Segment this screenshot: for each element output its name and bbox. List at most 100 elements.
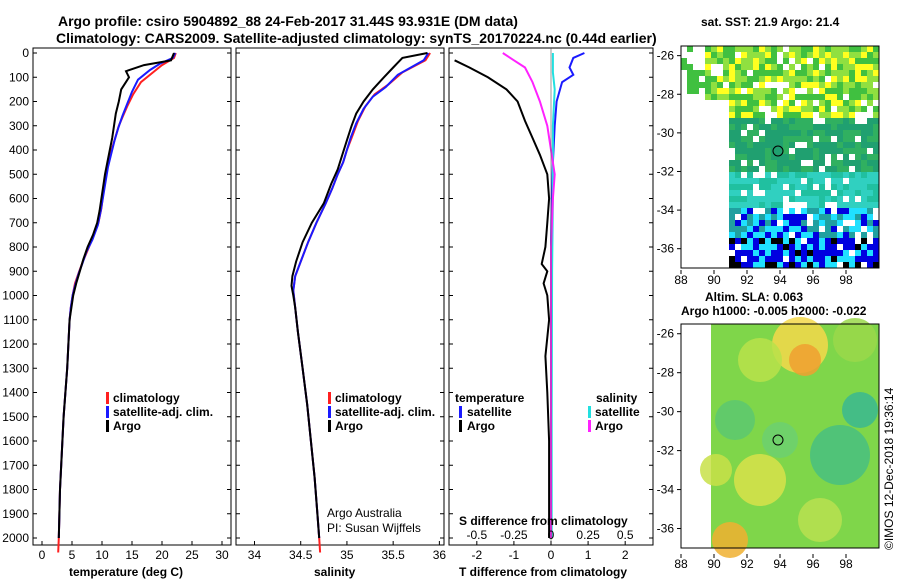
sst-pixel <box>861 124 867 130</box>
sst-pixel <box>705 46 711 52</box>
sst-pixel <box>747 256 753 262</box>
sst-pixel <box>765 184 771 190</box>
sst-pixel <box>789 250 795 256</box>
sst-pixel <box>849 202 855 208</box>
sst-pixel <box>873 52 879 58</box>
sst-pixel <box>849 232 855 238</box>
sst-pixel <box>729 184 735 190</box>
sst-pixel <box>729 190 735 196</box>
sst-pixel <box>837 196 843 202</box>
sst-pixel <box>771 166 777 172</box>
sst-pixel <box>843 214 849 220</box>
sst-pixel <box>849 244 855 250</box>
sst-pixel <box>843 184 849 190</box>
sst-pixel <box>765 154 771 160</box>
sst-pixel <box>783 250 789 256</box>
sst-pixel <box>813 160 819 166</box>
sst-pixel <box>855 154 861 160</box>
sst-pixel <box>813 172 819 178</box>
sst-pixel <box>777 76 783 82</box>
sst-pixel <box>687 88 693 94</box>
temperature-tick-label: 25 <box>185 548 199 562</box>
sst-pixel <box>819 148 825 154</box>
sst-pixel <box>831 124 837 130</box>
sst-pixel <box>807 238 813 244</box>
temperature-tick-label: 15 <box>125 548 139 562</box>
sst-pixel <box>759 88 765 94</box>
sst-pixel <box>855 88 861 94</box>
sst-pixel <box>825 88 831 94</box>
sst-pixel <box>801 220 807 226</box>
sst-pixel <box>747 226 753 232</box>
map-lon-label: 98 <box>839 557 853 571</box>
sst-pixel <box>795 136 801 142</box>
sst-pixel <box>843 64 849 70</box>
sst-pixel <box>819 88 825 94</box>
sst-pixel <box>729 178 735 184</box>
depth-tick-label: 1100 <box>3 313 29 327</box>
sst-pixel <box>771 118 777 124</box>
sst-pixel <box>831 250 837 256</box>
sst-pixel <box>867 160 873 166</box>
sst-pixel <box>819 184 825 190</box>
sst-pixel <box>861 148 867 154</box>
sst-pixel <box>837 160 843 166</box>
sst-pixel <box>849 262 855 268</box>
sst-pixel <box>819 256 825 262</box>
map-lat-label: -34 <box>657 203 675 217</box>
sst-pixel <box>867 136 873 142</box>
sst-pixel <box>843 160 849 166</box>
sst-pixel <box>855 106 861 112</box>
legend-label-climatology: climatology <box>335 391 402 405</box>
sst-pixel <box>789 82 795 88</box>
sst-pixel <box>867 166 873 172</box>
sst-pixel <box>867 244 873 250</box>
sst-pixel <box>855 226 861 232</box>
sst-pixel <box>741 76 747 82</box>
sst-pixel <box>801 106 807 112</box>
sst-pixel <box>825 226 831 232</box>
sst-pixel <box>735 136 741 142</box>
legend-label-argo: Argo <box>335 419 363 433</box>
sst-pixel <box>741 82 747 88</box>
sst-pixel <box>777 250 783 256</box>
s-difference-tick-label: -0.25 <box>500 528 528 542</box>
sst-pixel <box>849 172 855 178</box>
sst-pixel <box>771 226 777 232</box>
sst-pixel <box>837 130 843 136</box>
legend-swatch-argo <box>106 420 109 432</box>
sst-pixel <box>729 238 735 244</box>
sst-pixel <box>855 124 861 130</box>
sst-pixel <box>813 52 819 58</box>
sst-pixel <box>807 46 813 52</box>
sst-pixel <box>831 130 837 136</box>
sst-pixel <box>765 244 771 250</box>
sst-pixel <box>867 178 873 184</box>
sst-pixel <box>795 166 801 172</box>
sst-pixel <box>861 184 867 190</box>
sst-pixel <box>783 232 789 238</box>
sst-pixel <box>789 64 795 70</box>
sst-pixel <box>741 178 747 184</box>
sst-pixel <box>849 208 855 214</box>
sst-pixel <box>789 196 795 202</box>
sst-pixel <box>735 238 741 244</box>
sst-pixel <box>765 148 771 154</box>
sst-pixel <box>867 250 873 256</box>
sst-pixel <box>843 136 849 142</box>
sst-pixel <box>831 226 837 232</box>
sst-pixel <box>831 196 837 202</box>
legend-label-satellite: satellite-adj. clim. <box>335 405 435 419</box>
temperature-tick-label: 30 <box>215 548 229 562</box>
sst-pixel <box>843 124 849 130</box>
s-difference-axis-label: S difference from climatology <box>459 514 628 528</box>
sst-pixel <box>771 262 777 268</box>
sst-pixel <box>723 70 729 76</box>
sst-pixel <box>777 160 783 166</box>
sst-pixel <box>843 82 849 88</box>
sst-pixel <box>855 82 861 88</box>
sst-pixel <box>795 118 801 124</box>
sst-pixel <box>831 244 837 250</box>
sst-pixel <box>735 262 741 268</box>
sla-anomaly-blob <box>833 318 877 362</box>
